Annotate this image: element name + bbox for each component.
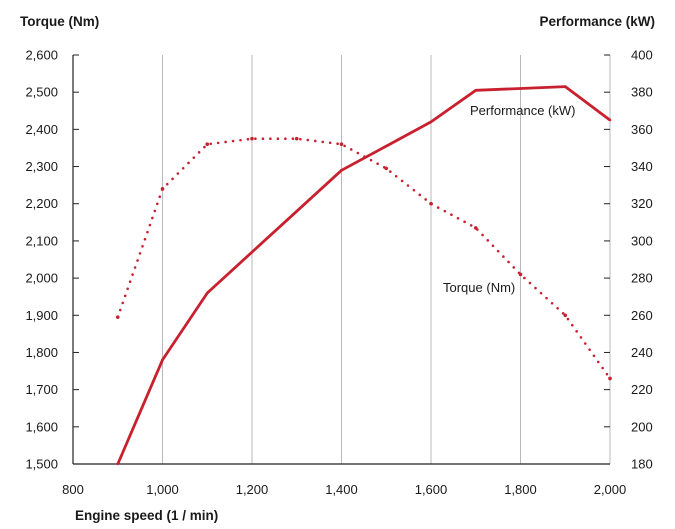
torque-line — [116, 137, 612, 380]
left-tick-label: 2,600 — [25, 48, 58, 63]
torque-point — [115, 315, 120, 319]
right-tick-label: 200 — [631, 419, 653, 434]
performance-point — [608, 118, 612, 122]
right-tick-label: 340 — [631, 159, 653, 174]
right-tick-labels: 180 200 220 240 260 280 300 320 340 360 380 400 — [631, 48, 653, 472]
series-group — [115, 85, 612, 466]
torque-series-label: Torque (Nm) — [443, 280, 515, 295]
left-tick-label: 2,100 — [25, 233, 58, 248]
left-tick-label: 2,400 — [25, 122, 58, 137]
right-tick-label: 400 — [631, 48, 653, 63]
torque-point — [294, 136, 299, 141]
left-tick-label: 2,300 — [25, 159, 58, 174]
x-tick-label: 2,000 — [594, 482, 627, 497]
right-tick-label: 220 — [631, 382, 653, 397]
performance-line — [116, 85, 611, 465]
torque-point — [160, 187, 165, 191]
right-tick-label: 280 — [631, 271, 653, 286]
x-tick-labels: 800 1,000 1,200 1,400 1,600 1,800 2,000 — [62, 482, 626, 497]
torque-point — [205, 142, 210, 147]
left-tick-label: 2,000 — [25, 271, 58, 286]
torque-point — [473, 226, 478, 230]
left-tick-label: 1,800 — [25, 345, 58, 360]
performance-point — [116, 462, 119, 466]
right-tick-label: 260 — [631, 308, 653, 323]
left-tick-label: 1,500 — [25, 457, 58, 472]
x-tick-label: 1,200 — [236, 482, 269, 497]
x-tick-label: 1,400 — [325, 482, 358, 497]
performance-point — [295, 209, 298, 213]
x-tick-label: 1,000 — [146, 482, 179, 497]
left-axis-title: Torque (Nm) — [20, 14, 99, 29]
performance-point — [519, 87, 522, 90]
performance-point — [161, 358, 164, 362]
left-tick-label: 2,200 — [25, 196, 58, 211]
x-tick-label: 800 — [62, 482, 84, 497]
performance-series-label: Performance (kW) — [470, 103, 575, 118]
axes — [72, 54, 610, 465]
left-tick-label: 1,600 — [25, 419, 58, 434]
torque-point — [339, 142, 344, 147]
right-tick-label: 380 — [631, 85, 653, 100]
performance-point — [474, 89, 477, 92]
right-axis-title: Performance (kW) — [539, 14, 655, 29]
x-axis-title: Engine speed (1 / min) — [75, 508, 218, 523]
performance-point — [340, 169, 343, 172]
torque-point — [384, 166, 389, 171]
torque-point — [518, 272, 523, 277]
performance-point — [385, 144, 388, 148]
torque-point — [563, 313, 568, 318]
right-tick-label: 300 — [631, 233, 653, 248]
right-tick-label: 180 — [631, 457, 653, 472]
torque-point — [429, 201, 433, 206]
right-tick-label: 240 — [631, 345, 653, 360]
performance-point — [564, 85, 567, 88]
right-tick-label: 320 — [631, 196, 653, 211]
x-tick-label: 1,800 — [504, 482, 537, 497]
performance-point — [206, 291, 209, 295]
x-tick-label: 1,600 — [415, 482, 448, 497]
torque-point — [250, 136, 254, 141]
left-tick-label: 1,700 — [25, 382, 58, 397]
left-tick-label: 1,900 — [25, 308, 58, 323]
left-tick-labels: 1,500 1,600 1,700 1,800 1,900 2,000 2,100 2,200… — [25, 48, 58, 472]
performance-point — [250, 250, 254, 254]
left-tick-label: 2,500 — [25, 85, 58, 100]
torque-point — [608, 376, 612, 381]
performance-point — [429, 120, 433, 124]
right-tick-label: 360 — [631, 122, 653, 137]
